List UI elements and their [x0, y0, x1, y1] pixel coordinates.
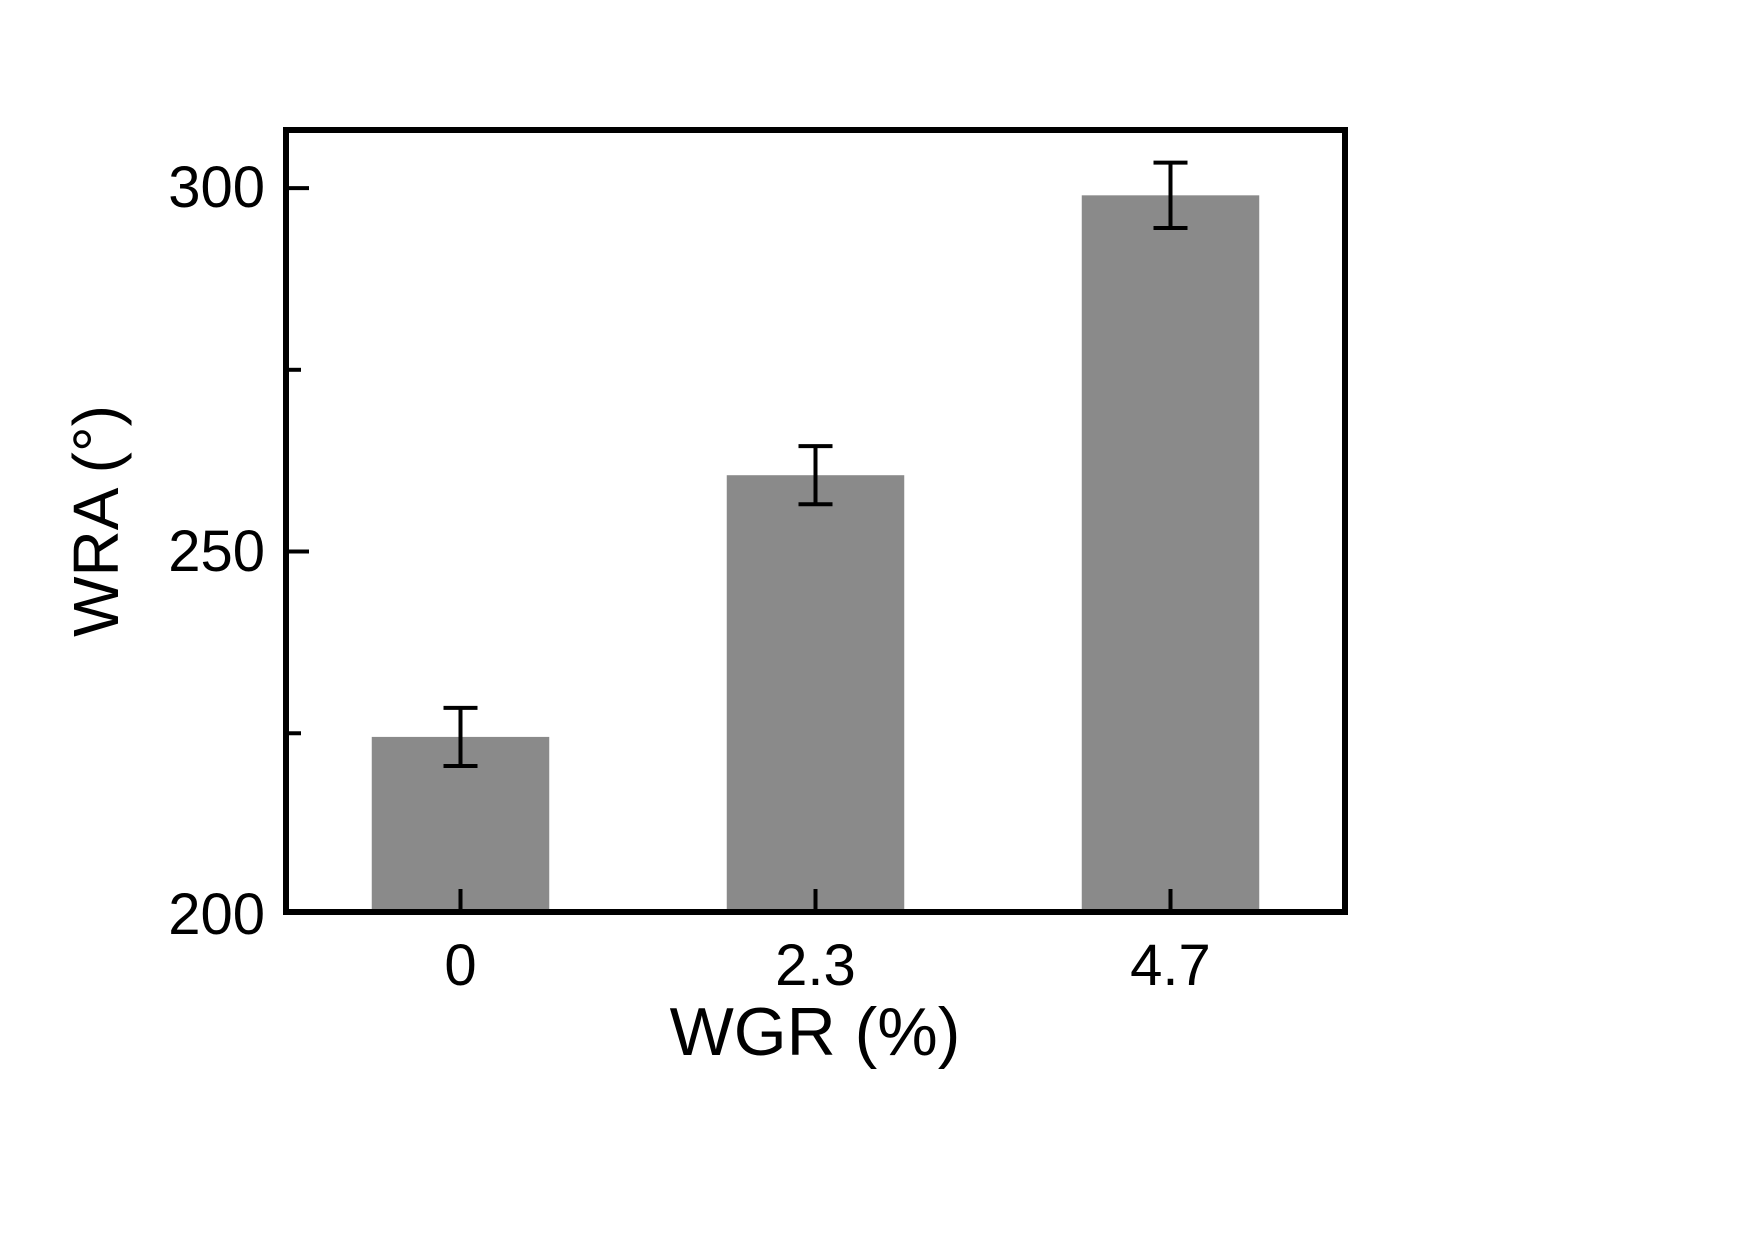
y-tick-label-200: 200 [168, 882, 265, 947]
x-axis-label: WGR (%) [669, 994, 961, 1070]
plot-frame [283, 127, 1348, 915]
x-tick-label-0: 0 [444, 933, 477, 998]
plot-area [283, 127, 1348, 915]
y-tick-label-300: 300 [168, 155, 265, 221]
x-tick-label-4.7: 4.7 [1130, 933, 1211, 998]
bar-2.3 [726, 475, 905, 915]
x-tick-label-2.3: 2.3 [775, 933, 856, 998]
y-axis-label: WRA (°) [60, 405, 132, 637]
bar-4.7 [1081, 195, 1260, 915]
y-tick-label-250: 250 [168, 518, 265, 584]
